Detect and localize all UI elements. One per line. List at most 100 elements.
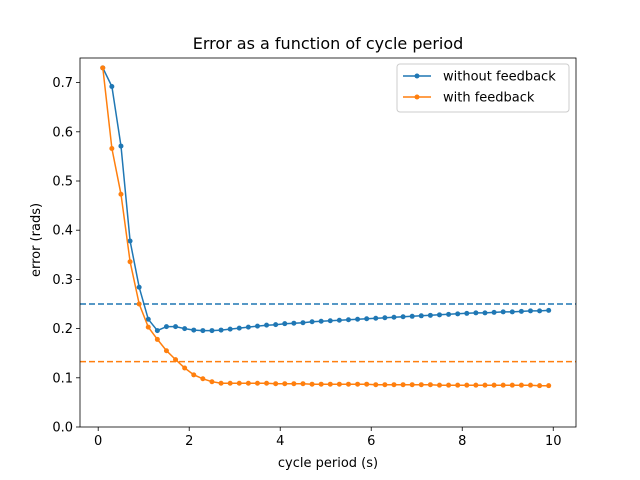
series-0-point [236,325,242,331]
series-0-point [500,309,506,315]
series-1-point [109,146,115,152]
series-0-point [209,328,215,334]
series-1-point [527,382,533,388]
series-1-point [191,372,197,378]
plot-frame [79,57,577,428]
x-tick-label: 4 [276,434,284,449]
series-1-point [227,380,233,386]
series-1-point [218,380,224,386]
series-0-point [491,309,497,315]
series-0-point [254,323,260,329]
series-1-point [136,301,142,307]
y-tick-label: 0.5 [52,175,73,190]
series-0-point [527,308,533,314]
series-0-point [282,321,288,327]
series-line-1 [102,67,549,387]
series-0-point [391,314,397,320]
series-1-point [254,380,260,386]
series-1-point [245,380,251,386]
x-tick-label: 10 [545,434,562,449]
series-0-point [345,317,351,323]
series-0-point [364,316,370,322]
series-0-point [537,308,543,314]
series-1-point [482,382,488,388]
series-0-point [127,238,133,244]
plot-area [79,57,577,428]
series-1-point [409,382,415,388]
series-0-point [182,326,188,332]
series-0-point [355,316,361,322]
series-1-point [200,376,206,382]
series-0-point [546,307,552,313]
series-1-point [455,382,461,388]
series-0-point [309,319,315,325]
series-1-point [518,382,524,388]
series-1-point [209,379,215,385]
y-tick-label: 0.0 [52,421,73,436]
series-1-point [400,382,406,388]
legend-marker-1 [414,94,420,100]
series-0-point [518,308,524,314]
legend-label-0: without feedback [443,70,556,85]
series-1-point [546,383,552,389]
series-0-point [446,311,452,317]
legend: without feedback with feedback [396,63,570,113]
series-0-point [291,320,297,326]
series-1-point [537,383,543,389]
series-0-point [173,324,179,330]
y-tick-label: 0.4 [52,224,73,239]
series-0-point [118,143,124,149]
series-0-point [191,327,197,333]
chart-title: Error as a function of cycle period [193,34,464,53]
series-0-point [418,313,424,319]
series-0-point [382,315,388,321]
series-1-point [327,381,333,387]
series-0-point [336,317,342,323]
series-1-point [355,381,361,387]
series-1-point [491,382,497,388]
series-1-point [273,381,279,387]
series-0-point [327,318,333,324]
series-1-point [473,382,479,388]
series-1-point [427,382,433,388]
series-1-point [300,381,306,387]
x-tick-label: 6 [367,434,375,449]
series-1-point [418,382,424,388]
series-1-point [154,336,160,342]
legend-label-1: with feedback [443,91,535,106]
series-0-point [227,326,233,332]
series-0-point [154,328,160,334]
series-0-point [373,315,379,321]
series-1-point [500,382,506,388]
series-1-point [309,381,315,387]
series-0-point [436,312,442,318]
x-axis-label: cycle period (s) [278,456,378,471]
y-axis-label: error (rads) [29,203,44,277]
series-0-point [136,284,142,290]
y-tick-label: 0.2 [52,322,73,337]
series-0-point [464,310,470,316]
series-1-point [145,324,151,330]
y-tick-label: 0.7 [52,76,73,91]
series-0-point [200,328,206,334]
series-0-point [427,312,433,318]
series-0-point [455,311,461,317]
series-1-point [127,259,133,265]
series-0-point [264,322,270,328]
series-1-point [382,382,388,388]
legend-box [396,63,570,113]
x-axis: 0 2 4 6 8 10 [94,427,562,449]
series-0-point [400,314,406,320]
x-tick-label: 8 [458,434,466,449]
series-1-point [446,382,452,388]
series-1-point [236,380,242,386]
series-1-point [173,357,179,363]
series-1-point [163,348,169,354]
y-tick-label: 0.3 [52,273,73,288]
series-1-point [373,382,379,388]
y-axis: 0.0 0.1 0.2 0.3 0.4 0.5 0.6 0.7 [52,76,80,436]
series-1-point [336,381,342,387]
series-1-point [509,382,515,388]
series-1-point [391,382,397,388]
series-1-point [264,380,270,386]
